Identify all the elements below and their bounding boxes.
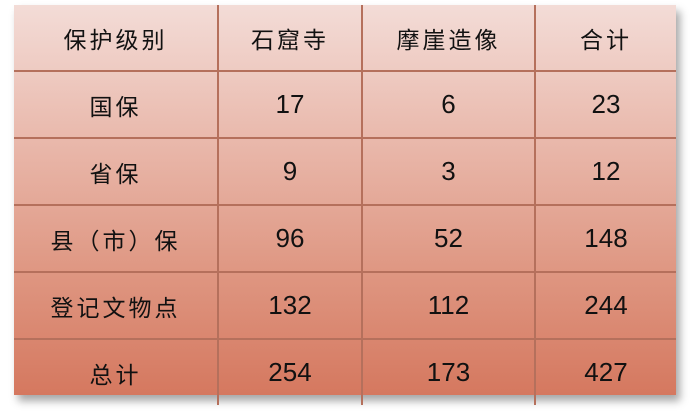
- cell-grottoes: 96: [217, 204, 363, 273]
- row-label: 县（市）保: [14, 204, 219, 273]
- cell-total: 244: [534, 271, 676, 340]
- cell-total: 12: [534, 137, 676, 206]
- cell-grottoes: 17: [217, 70, 363, 139]
- row-label: 省保: [14, 137, 219, 206]
- row-label: 总计: [14, 338, 219, 405]
- cell-cliff-carvings: 173: [361, 338, 536, 405]
- row-label: 登记文物点: [14, 271, 219, 340]
- cell-cliff-carvings: 6: [361, 70, 536, 139]
- table-row: 国保 17 6 23: [14, 70, 676, 139]
- header-grottoes: 石窟寺: [217, 5, 363, 72]
- table-row: 登记文物点 132 112 244: [14, 271, 676, 340]
- cell-total: 23: [534, 70, 676, 139]
- cell-total: 148: [534, 204, 676, 273]
- cell-total: 427: [534, 338, 676, 405]
- header-cliff-carvings: 摩崖造像: [361, 5, 536, 72]
- table-row-total: 总计 254 173 427: [14, 338, 676, 405]
- cell-cliff-carvings: 112: [361, 271, 536, 340]
- table-header-row: 保护级别 石窟寺 摩崖造像 合计: [14, 5, 676, 72]
- table-row: 县（市）保 96 52 148: [14, 204, 676, 273]
- cell-cliff-carvings: 52: [361, 204, 536, 273]
- table-row: 省保 9 3 12: [14, 137, 676, 206]
- cell-grottoes: 254: [217, 338, 363, 405]
- header-total: 合计: [534, 5, 676, 72]
- cell-cliff-carvings: 3: [361, 137, 536, 206]
- cell-grottoes: 9: [217, 137, 363, 206]
- row-label: 国保: [14, 70, 219, 139]
- protection-level-table: 保护级别 石窟寺 摩崖造像 合计 国保 17 6 23 省保 9 3 12 县（…: [14, 5, 676, 405]
- cell-grottoes: 132: [217, 271, 363, 340]
- header-protection-level: 保护级别: [14, 5, 219, 72]
